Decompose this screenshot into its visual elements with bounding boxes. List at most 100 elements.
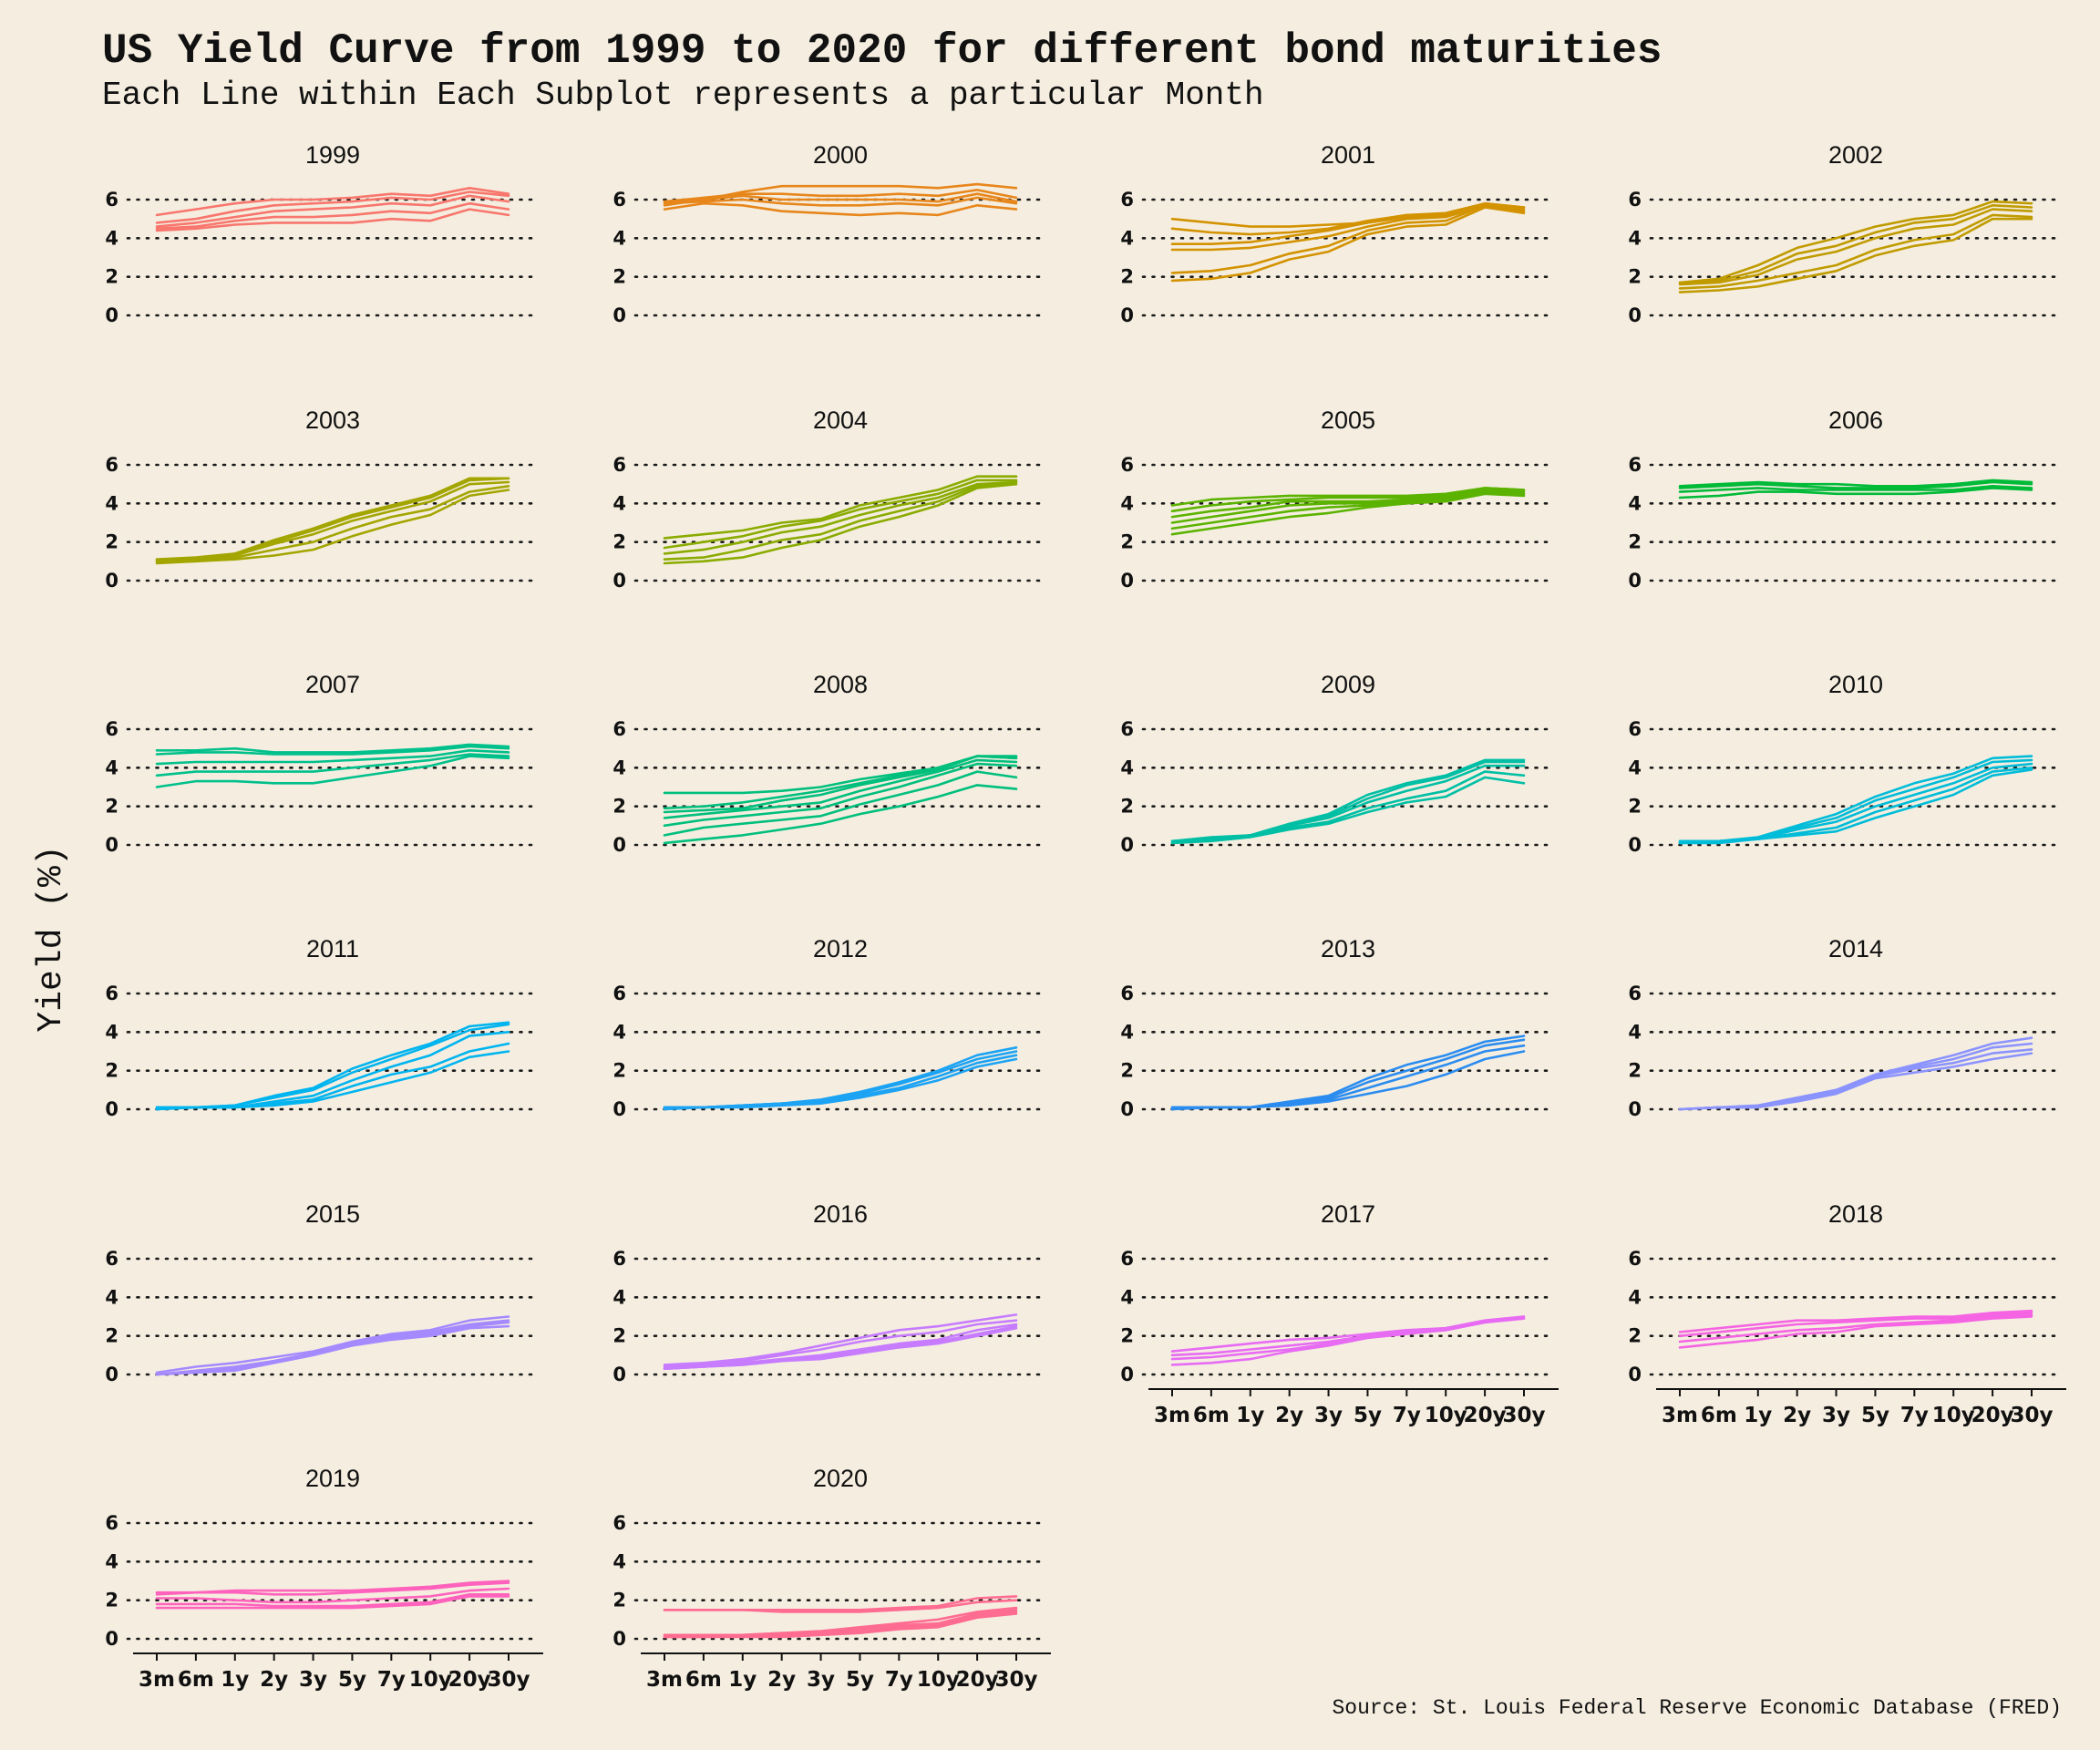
series-line-2011-5: [155, 1021, 510, 1109]
series-line-2004-2: [663, 480, 1018, 561]
series-line-2008-3: [663, 762, 1018, 828]
panel-title: 1999: [305, 141, 360, 169]
panel-2000: 2000 0 2 4 6: [612, 141, 1047, 326]
y-tick-label: 2: [612, 1060, 626, 1082]
x-tick-label: 6m: [178, 1668, 214, 1692]
series-line-2012-4: [663, 1046, 1018, 1109]
y-tick-label: 4: [1628, 1286, 1642, 1308]
panel-2006: 2006 0 2 4 6: [1628, 407, 2063, 592]
series-line-2014-4: [1678, 1036, 2033, 1111]
series-line-2008-4: [663, 758, 1018, 819]
series-line-2015-1: [155, 1324, 510, 1376]
x-tick-label: 30y: [488, 1668, 530, 1692]
y-tick-label: 0: [612, 570, 626, 592]
y-tick-label: 0: [105, 1628, 118, 1650]
chart-subtitle: Each Line within Each Subplot represents…: [102, 77, 1264, 114]
series-line-2004-1: [663, 482, 1018, 565]
y-tick-label: 2: [612, 531, 626, 553]
y-tick-label: 6: [1120, 1248, 1134, 1270]
panel-2012: 2012 0 2 4 6: [612, 935, 1047, 1120]
y-tick-label: 6: [1628, 983, 1642, 1004]
y-tick-label: 4: [105, 1550, 118, 1572]
y-tick-label: 0: [105, 1098, 118, 1120]
series-line-2007-1: [155, 755, 510, 788]
panel-title: 2011: [306, 935, 359, 962]
panel-title: 2004: [813, 407, 868, 434]
series-line-2006-4: [1678, 479, 2033, 488]
panel-title: 2019: [305, 1465, 360, 1492]
series-line-2019-5: [155, 1580, 510, 1594]
y-tick-label: 0: [612, 1628, 626, 1650]
x-tick-label: 1y: [221, 1668, 249, 1692]
y-tick-label: 0: [1628, 1098, 1642, 1120]
series-line-2008-2: [663, 770, 1018, 837]
x-tick-label: 3m: [1662, 1404, 1698, 1427]
series-line-2013-4: [1170, 1035, 1526, 1109]
y-tick-label: 0: [1628, 834, 1642, 856]
facet-panels: 1999024620000246200102462002024620030246…: [105, 141, 2066, 1692]
y-tick-label: 2: [1628, 531, 1642, 553]
series-line-2014-2: [1678, 1048, 2033, 1111]
series-line-2000-2: [663, 196, 1018, 207]
panel-title: 2002: [1828, 141, 1883, 169]
series-line-2010-3: [1678, 762, 2033, 845]
y-tick-label: 4: [1120, 757, 1134, 778]
series-line-2000-1: [663, 201, 1018, 217]
panel-title: 2003: [305, 407, 360, 434]
series-line-2019-1: [155, 1595, 510, 1610]
y-tick-label: 2: [1628, 1325, 1642, 1347]
series-line-2008-7: [663, 755, 1018, 795]
series-line-2011-4: [155, 1023, 510, 1109]
series-line-2016-3: [663, 1323, 1018, 1370]
x-tick-label: 3y: [807, 1668, 835, 1692]
series-line-2002-4: [1678, 204, 2033, 284]
x-tick-label: 2y: [767, 1668, 796, 1692]
series-line-2020-4: [663, 1606, 1018, 1637]
panel-2005: 2005 0 2 4 6: [1120, 407, 1555, 592]
series-line-2005-3: [1170, 490, 1526, 524]
panel-title: 2000: [813, 141, 868, 169]
y-tick-label: 2: [612, 266, 626, 288]
series-line-2007-2: [155, 753, 510, 777]
y-tick-label: 6: [1628, 718, 1642, 740]
x-tick-label: 1y: [728, 1668, 757, 1692]
y-tick-label: 2: [1120, 796, 1134, 818]
series-line-2013-1: [1170, 1050, 1526, 1111]
panel-title: 2014: [1828, 935, 1883, 962]
y-tick-label: 6: [612, 454, 626, 476]
series-line-2018-3: [1678, 1312, 2033, 1337]
series-line-2007-3: [155, 748, 510, 766]
y-tick-label: 6: [612, 1248, 626, 1270]
x-tick-label: 20y: [1464, 1404, 1507, 1427]
series-line-2014-3: [1678, 1042, 2033, 1111]
y-tick-label: 6: [105, 1248, 118, 1270]
series-line-2010-5: [1678, 755, 2033, 843]
series-line-2004-4: [663, 479, 1018, 550]
y-tick-label: 2: [1120, 266, 1134, 288]
panel-title: 2018: [1828, 1200, 1883, 1228]
y-tick-label: 6: [1628, 454, 1642, 476]
series-line-1999-1: [155, 208, 510, 232]
x-tick-label: 3y: [299, 1668, 327, 1692]
series-line-2007-5: [155, 743, 510, 754]
x-tick-label: 1y: [1744, 1404, 1772, 1427]
chart-title: US Yield Curve from 1999 to 2020 for dif…: [102, 27, 1662, 75]
y-tick-label: 4: [1628, 757, 1642, 778]
y-tick-label: 4: [612, 227, 626, 249]
panel-2003: 2003 0 2 4 6: [105, 407, 540, 592]
panel-title: 2008: [813, 671, 868, 698]
y-tick-label: 2: [612, 1590, 626, 1611]
y-tick-label: 6: [612, 983, 626, 1004]
series-line-2019-2: [155, 1593, 510, 1608]
y-tick-label: 2: [105, 1590, 118, 1611]
y-tick-label: 2: [105, 266, 118, 288]
panel-title: 2005: [1321, 407, 1375, 434]
y-tick-label: 4: [1628, 227, 1642, 249]
x-tick-label: 3y: [1822, 1404, 1850, 1427]
panel-2008: 2008 0 2 4 6: [612, 671, 1047, 856]
x-tick-label: 10y: [1425, 1404, 1467, 1427]
series-line-2009-5: [1170, 758, 1526, 843]
series-line-2002-1: [1678, 217, 2033, 293]
y-tick-label: 2: [105, 796, 118, 818]
